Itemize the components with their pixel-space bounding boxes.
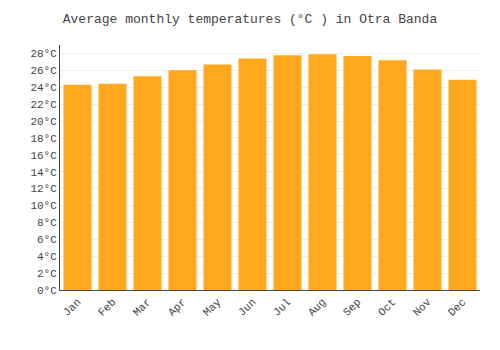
svg-text:4°C: 4°C <box>37 251 57 263</box>
svg-text:12°C: 12°C <box>30 183 57 195</box>
svg-text:16°C: 16°C <box>30 150 57 162</box>
svg-text:26°C: 26°C <box>30 65 57 77</box>
svg-text:Jun: Jun <box>236 296 258 318</box>
svg-text:Feb: Feb <box>96 296 118 318</box>
svg-text:Apr: Apr <box>166 296 188 318</box>
svg-text:Aug: Aug <box>306 296 328 318</box>
svg-text:Jul: Jul <box>271 296 293 318</box>
svg-text:10°C: 10°C <box>30 200 57 212</box>
svg-text:Oct: Oct <box>376 296 398 318</box>
svg-text:6°C: 6°C <box>37 234 57 246</box>
svg-text:Sep: Sep <box>341 296 363 318</box>
svg-text:2°C: 2°C <box>37 268 57 280</box>
svg-text:Average monthly temperatures (: Average monthly temperatures (°C ) in Ot… <box>63 12 438 27</box>
svg-text:28°C: 28°C <box>30 48 57 60</box>
svg-text:24°C: 24°C <box>30 82 57 94</box>
svg-text:Dec: Dec <box>446 296 468 318</box>
svg-text:0°C: 0°C <box>37 285 57 297</box>
svg-text:14°C: 14°C <box>30 167 57 179</box>
svg-text:Jan: Jan <box>61 296 83 318</box>
svg-text:Nov: Nov <box>411 296 434 319</box>
svg-text:Mar: Mar <box>131 296 153 318</box>
svg-text:8°C: 8°C <box>37 217 57 229</box>
svg-text:May: May <box>201 296 224 319</box>
svg-text:22°C: 22°C <box>30 99 57 111</box>
svg-text:20°C: 20°C <box>30 116 57 128</box>
svg-text:18°C: 18°C <box>30 133 57 145</box>
